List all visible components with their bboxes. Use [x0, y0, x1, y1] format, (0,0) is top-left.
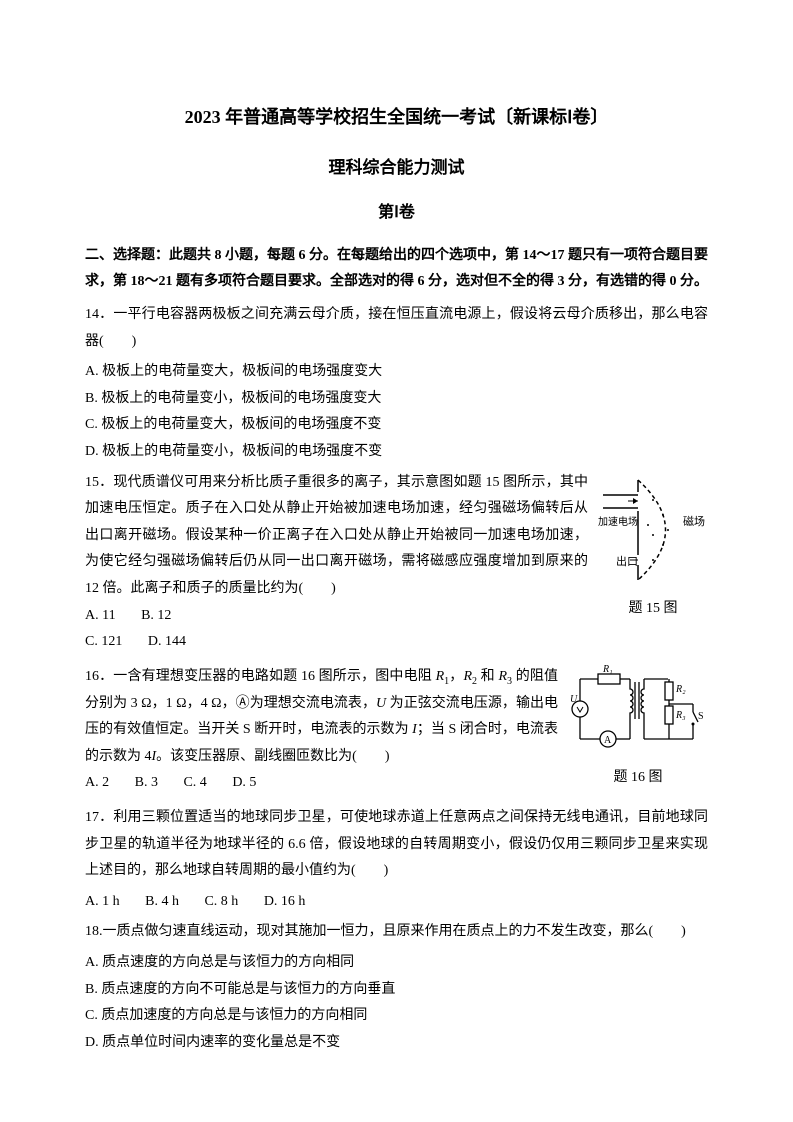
ammeter-icon: Ⓐ — [236, 696, 250, 711]
option-17-d: D. 16 h — [264, 889, 306, 916]
svg-text:S: S — [698, 711, 704, 722]
label-accel: 加速电场 — [598, 515, 638, 528]
option-18-b: B. 质点速度的方向不可能总是与该恒力的方向垂直 — [85, 977, 708, 1004]
question-14: 14．一平行电容器两极板之间充满云母介质，接在恒压直流电源上，假设将云母介质移出… — [85, 302, 708, 355]
question-16-block: 16．一含有理想变压器的电路如题 16 图所示，图中电阻 R1，R2 和 R3 … — [85, 664, 708, 801]
q16-t6: 。该变压器原、副线圈匝数比为( ) — [156, 749, 389, 764]
question-15-block: 15．现代质谱仪可用来分析比质子重很多的离子，其示意图如题 15 图所示，其中加… — [85, 470, 708, 660]
transformer-circuit-diagram: U R₁ R₂ R₃ — [568, 664, 708, 759]
option-16-d: D. 5 — [232, 770, 256, 797]
svg-text:A: A — [604, 735, 612, 746]
option-18-a: A. 质点速度的方向总是与该恒力的方向相同 — [85, 950, 708, 977]
question-18: 18.一质点做匀速直线运动，现对其施加一恒力，且原来作用在质点上的力不发生改变，… — [85, 919, 708, 946]
svg-text:R₁: R₁ — [602, 664, 613, 675]
option-15-c: C. 121 — [85, 629, 122, 656]
q16-pre: 16．一含有理想变压器的电路如题 16 图所示，图中电阻 — [85, 669, 436, 684]
option-16-a: A. 2 — [85, 770, 109, 797]
option-14-d: D. 极板上的电荷量变小，极板间的电场强度不变 — [85, 439, 708, 466]
option-18-c: C. 质点加速度的方向总是与该恒力的方向相同 — [85, 1003, 708, 1030]
q16-r1: R — [436, 669, 445, 684]
q16-and: 和 — [477, 669, 498, 684]
question-15-options: A. 11 B. 12 C. 121 D. 144 — [85, 603, 588, 656]
option-18-d: D. 质点单位时间内速率的变化量总是不变 — [85, 1030, 708, 1057]
question-18-options: A. 质点速度的方向总是与该恒力的方向相同 B. 质点速度的方向不可能总是与该恒… — [85, 950, 708, 1056]
option-14-a: A. 极板上的电荷量变大，极板间的电场强度变大 — [85, 359, 708, 386]
option-14-b: B. 极板上的电荷量变小，极板间的电场强度变大 — [85, 386, 708, 413]
section-instructions: 二、选择题：此题共 8 小题，每题 6 分。在每题给出的四个选项中，第 14～1… — [85, 243, 708, 296]
option-15-b: B. 12 — [141, 603, 171, 630]
question-15: 15．现代质谱仪可用来分析比质子重很多的离子，其示意图如题 15 图所示，其中加… — [85, 470, 588, 603]
main-title: 2023 年普通高等学校招生全国统一考试〔新课标Ⅰ卷〕 — [85, 100, 708, 134]
figure-16-caption: 题 16 图 — [614, 765, 663, 792]
mass-spectrometer-diagram: 磁场 加速电场 出口 — [598, 470, 708, 590]
svg-text:R₃: R₃ — [675, 710, 686, 721]
question-16-text: 16．一含有理想变压器的电路如题 16 图所示，图中电阻 R1，R2 和 R3 … — [85, 669, 558, 764]
sub-title: 理科综合能力测试 — [85, 152, 708, 184]
figure-16: U R₁ R₂ R₃ — [568, 664, 708, 801]
q16-u: U — [376, 696, 386, 711]
svg-text:U: U — [570, 694, 578, 705]
option-14-c: C. 极板上的电荷量变大，极板间的电场强度不变 — [85, 412, 708, 439]
label-exit: 出口 — [616, 554, 638, 568]
option-17-c: C. 8 h — [204, 889, 238, 916]
figure-15-caption: 题 15 图 — [629, 596, 678, 623]
q16-r2: R — [463, 669, 472, 684]
label-field: 磁场 — [683, 514, 705, 528]
section-title: 第Ⅰ卷 — [85, 198, 708, 228]
option-16-b: B. 3 — [135, 770, 158, 797]
option-15-d: D. 144 — [148, 629, 186, 656]
question-17: 17．利用三颗位置适当的地球同步卫星，可使地球赤道上任意两点之间保持无线电通讯，… — [85, 805, 708, 885]
svg-text:R₂: R₂ — [675, 684, 686, 695]
option-15-a: A. 11 — [85, 603, 116, 630]
q16-t3: 为理想交流电流表， — [250, 696, 376, 711]
figure-15: 磁场 加速电场 出口 题 15 图 — [598, 470, 708, 660]
q16-r3: R — [498, 669, 507, 684]
q16-c1: ， — [449, 669, 463, 684]
question-14-options: A. 极板上的电荷量变大，极板间的电场强度变大 B. 极板上的电荷量变小，极板间… — [85, 359, 708, 465]
option-17-b: B. 4 h — [145, 889, 179, 916]
question-17-options: A. 1 h B. 4 h C. 8 h D. 16 h — [85, 889, 708, 916]
question-16-options: A. 2 B. 3 C. 4 D. 5 — [85, 770, 558, 797]
option-17-a: A. 1 h — [85, 889, 120, 916]
option-16-c: C. 4 — [183, 770, 206, 797]
